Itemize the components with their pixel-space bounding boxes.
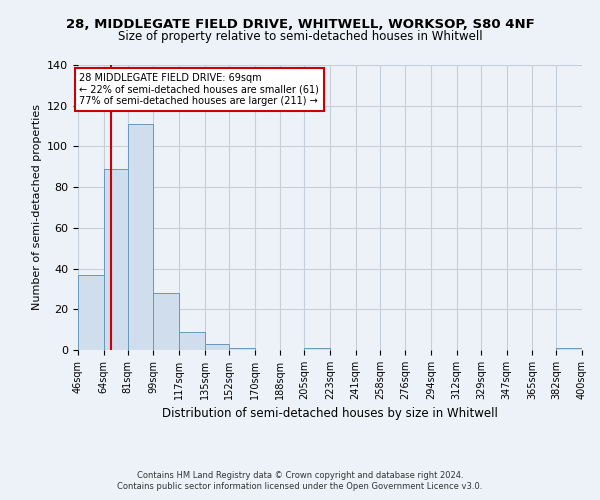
Bar	[78, 274, 104, 350]
Text: Contains public sector information licensed under the Open Government Licence v3: Contains public sector information licen…	[118, 482, 482, 491]
X-axis label: Distribution of semi-detached houses by size in Whitwell: Distribution of semi-detached houses by …	[162, 408, 498, 420]
Bar	[128, 124, 154, 350]
Bar	[104, 169, 128, 350]
Y-axis label: Number of semi-detached properties: Number of semi-detached properties	[32, 104, 41, 310]
Bar	[229, 348, 254, 350]
Text: Size of property relative to semi-detached houses in Whitwell: Size of property relative to semi-detach…	[118, 30, 482, 43]
Bar	[154, 293, 179, 350]
Text: 28 MIDDLEGATE FIELD DRIVE: 69sqm
← 22% of semi-detached houses are smaller (61)
: 28 MIDDLEGATE FIELD DRIVE: 69sqm ← 22% o…	[79, 73, 319, 106]
Text: 28, MIDDLEGATE FIELD DRIVE, WHITWELL, WORKSOP, S80 4NF: 28, MIDDLEGATE FIELD DRIVE, WHITWELL, WO…	[65, 18, 535, 30]
Bar	[556, 348, 582, 350]
Bar	[304, 348, 330, 350]
Text: Contains HM Land Registry data © Crown copyright and database right 2024.: Contains HM Land Registry data © Crown c…	[137, 471, 463, 480]
Bar	[179, 332, 205, 350]
Bar	[205, 344, 229, 350]
